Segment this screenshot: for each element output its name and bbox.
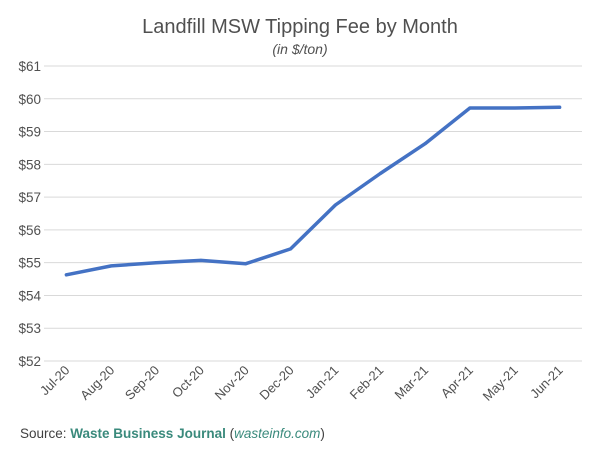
y-tick-label: $61 xyxy=(18,59,41,74)
x-axis: Jul-20 Aug-20 Sep-20 Oct-20 Nov-20 Dec-20 Jan-… xyxy=(37,363,566,404)
x-tick-label: Oct-20 xyxy=(169,363,207,401)
data-point xyxy=(154,261,158,265)
y-tick-label: $59 xyxy=(18,125,41,140)
y-axis: $52 $53 $54 $55 $56 $57 $58 $59 $60 $61 xyxy=(18,59,41,369)
y-tick-label: $53 xyxy=(18,321,41,336)
x-tick-label: Mar-21 xyxy=(391,363,431,403)
data-point xyxy=(199,258,203,262)
source-open-paren: ( xyxy=(226,426,235,441)
x-tick-label: Jul-20 xyxy=(37,363,73,399)
chart-title: Landfill MSW Tipping Fee by Month xyxy=(142,16,458,38)
x-tick-label: Feb-21 xyxy=(347,363,387,403)
chart-subtitle: (in $/ton) xyxy=(272,41,327,57)
data-point xyxy=(109,264,113,268)
series-layer xyxy=(64,105,562,277)
x-tick-label: Nov-20 xyxy=(212,363,252,403)
y-tick-label: $60 xyxy=(18,92,41,107)
y-tick-label: $54 xyxy=(18,288,41,303)
gridlines xyxy=(44,65,582,362)
data-point xyxy=(64,273,68,277)
x-tick-label: Dec-20 xyxy=(256,363,296,403)
source-site: wasteinfo.com xyxy=(234,426,320,441)
x-tick-label: Jan-21 xyxy=(303,363,342,402)
y-tick-label: $56 xyxy=(18,223,41,238)
data-point xyxy=(423,142,427,146)
y-tick-label: $58 xyxy=(18,157,41,172)
data-point xyxy=(378,172,382,176)
source-note: Source: Waste Business Journal (wasteinf… xyxy=(20,426,325,441)
data-point xyxy=(558,105,562,109)
source-prefix: Source: xyxy=(20,426,70,441)
data-point xyxy=(513,106,517,110)
series-line xyxy=(64,105,562,277)
data-point xyxy=(244,262,248,266)
source-close-paren: ) xyxy=(320,426,325,441)
x-tick-label: Sep-20 xyxy=(122,363,162,403)
x-tick-label: Apr-21 xyxy=(438,363,476,401)
data-point xyxy=(289,247,293,251)
source-name: Waste Business Journal xyxy=(70,426,226,441)
x-tick-label: May-21 xyxy=(480,363,521,404)
data-point xyxy=(468,106,472,110)
x-tick-label: Jun-21 xyxy=(527,363,566,402)
x-tick-label: Aug-20 xyxy=(77,363,117,403)
data-point xyxy=(333,203,337,207)
y-tick-label: $57 xyxy=(18,190,41,205)
y-tick-label: $55 xyxy=(18,256,41,271)
y-tick-label: $52 xyxy=(18,354,41,369)
